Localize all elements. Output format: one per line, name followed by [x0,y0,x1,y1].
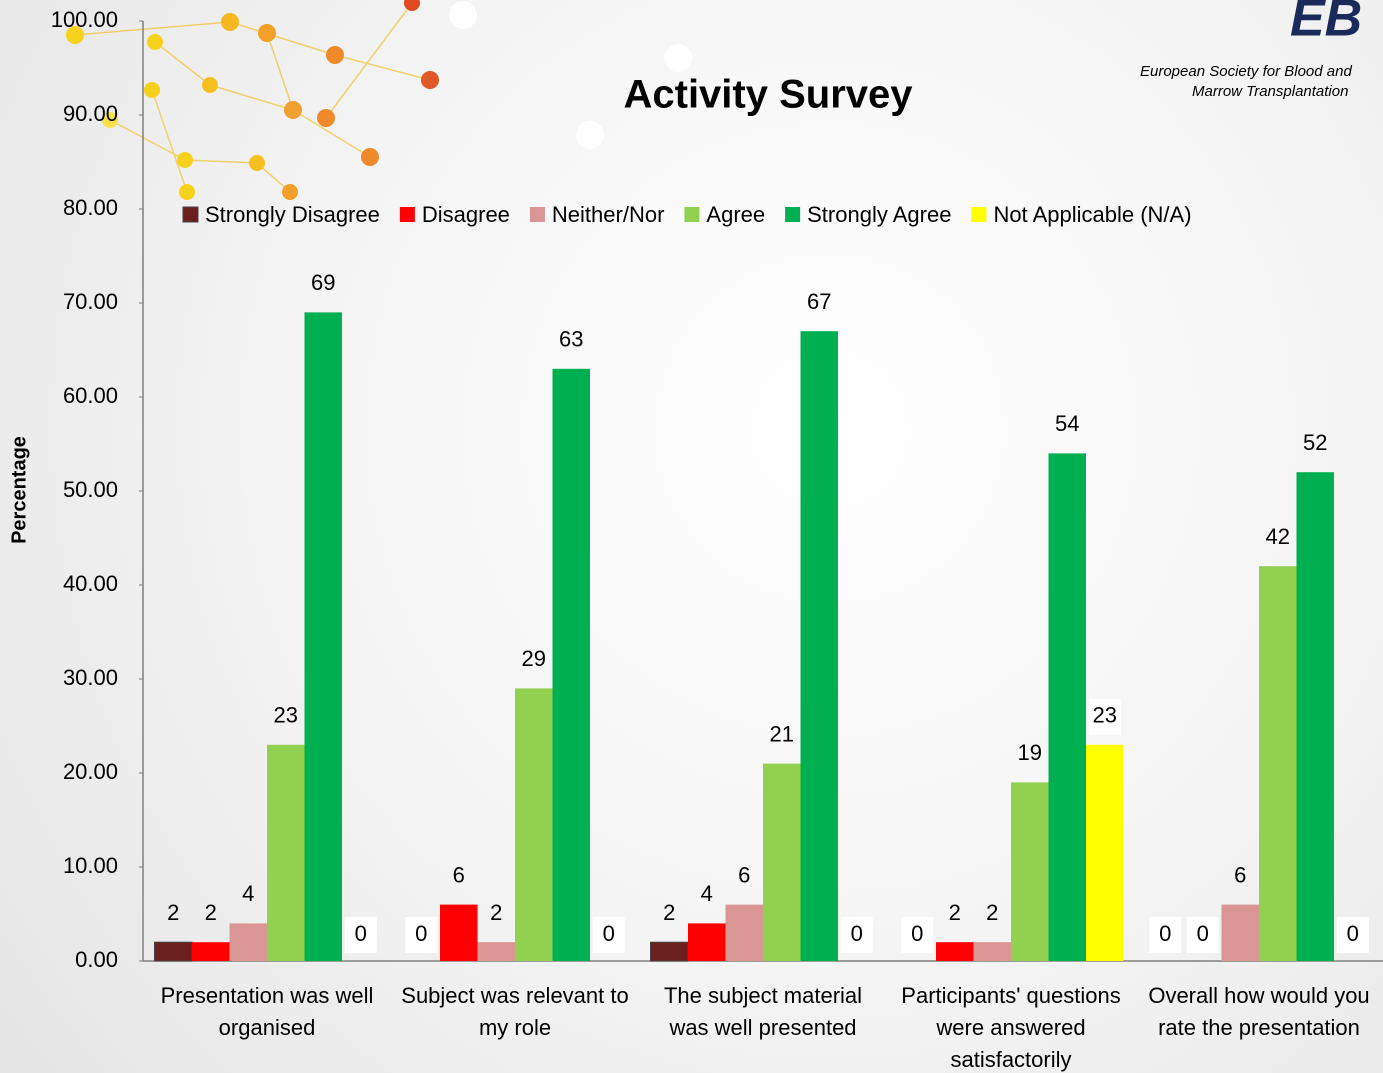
bar [267,745,305,961]
bar [230,923,268,961]
bar [1222,905,1260,961]
data-label: 0 [851,921,863,946]
data-label: 6 [738,862,750,887]
data-label: 0 [1159,921,1171,946]
x-tick-label: The subject material was well presented [643,980,883,1044]
bar [974,942,1012,961]
y-tick-label: 90.00 [63,101,118,126]
data-label: 2 [490,900,502,925]
data-label: 0 [415,921,427,946]
legend-swatch [785,207,800,222]
bar [1049,453,1087,961]
data-label: 0 [355,921,367,946]
y-tick-label: 40.00 [63,571,118,596]
data-label: 2 [949,900,961,925]
data-label: 2 [167,900,179,925]
data-label: 42 [1266,524,1290,549]
data-label: 4 [242,881,254,906]
bar [1259,566,1297,961]
data-label: 6 [453,862,465,887]
bar [440,905,478,961]
bar [515,688,553,961]
data-label: 69 [311,270,335,295]
data-label: 29 [522,646,546,671]
data-label: 0 [1197,921,1209,946]
legend-swatch [183,207,198,222]
bar [651,942,689,961]
y-tick-label: 100.00 [51,7,118,32]
y-tick-label: 30.00 [63,665,118,690]
data-label: 52 [1303,430,1327,455]
y-tick-label: 80.00 [63,195,118,220]
y-tick-label: 60.00 [63,383,118,408]
y-tick-label: 50.00 [63,477,118,502]
logo-text: European Society for Blood and [1140,63,1352,80]
data-label: 0 [1347,921,1359,946]
bar [305,312,343,961]
slide: Activity Survey EB European Society for … [0,0,1383,1073]
y-tick-label: 0.00 [75,947,118,972]
bar [478,942,516,961]
bar [1086,745,1124,961]
data-label: 6 [1234,862,1246,887]
y-tick-label: 10.00 [63,853,118,878]
data-label: 21 [770,721,794,746]
legend-label: Strongly Agree [807,202,951,227]
chart-title: Activity Survey [623,73,913,117]
legend-label: Not Applicable (N/A) [993,202,1191,227]
y-axis-label: Percentage [8,436,30,544]
legend-label: Agree [706,202,765,227]
bar [936,942,974,961]
legend-label: Disagree [422,202,510,227]
legend-label: Neither/Nor [552,202,664,227]
data-label: 2 [986,900,998,925]
data-label: 67 [807,289,831,314]
x-tick-label: Overall how would you rate the presentat… [1139,980,1379,1044]
decoration-nodes [66,0,692,200]
legend-swatch [400,207,415,222]
data-label: 63 [559,327,583,352]
logo-text: Marrow Transplantation [1192,83,1348,100]
chart: Activity Survey EB European Society for … [0,0,1383,1073]
data-label: 4 [701,881,713,906]
data-label: 23 [1093,703,1117,728]
y-tick-label: 20.00 [63,759,118,784]
data-label: 2 [205,900,217,925]
bar [688,923,726,961]
data-label: 23 [274,703,298,728]
data-label: 0 [603,921,615,946]
x-tick-label: Subject was relevant to my role [395,980,635,1044]
data-label: 2 [663,900,675,925]
bar [1297,472,1335,961]
data-label: 19 [1018,740,1042,765]
data-label: 0 [911,921,923,946]
bar [192,942,230,961]
bar [155,942,193,961]
legend-swatch [530,207,545,222]
legend-swatch [971,207,986,222]
data-label: 54 [1055,411,1079,436]
bar [763,764,801,961]
bar [801,331,839,961]
bar [726,905,764,961]
logo-mark: EB [1290,0,1362,48]
bar [1011,782,1049,961]
bar [553,369,591,961]
legend-label: Strongly Disagree [205,202,380,227]
legend-swatch [684,207,699,222]
x-tick-label: Presentation was well organised [147,980,387,1044]
y-tick-label: 70.00 [63,289,118,314]
x-tick-label: Participants' questions were answered sa… [891,980,1131,1073]
